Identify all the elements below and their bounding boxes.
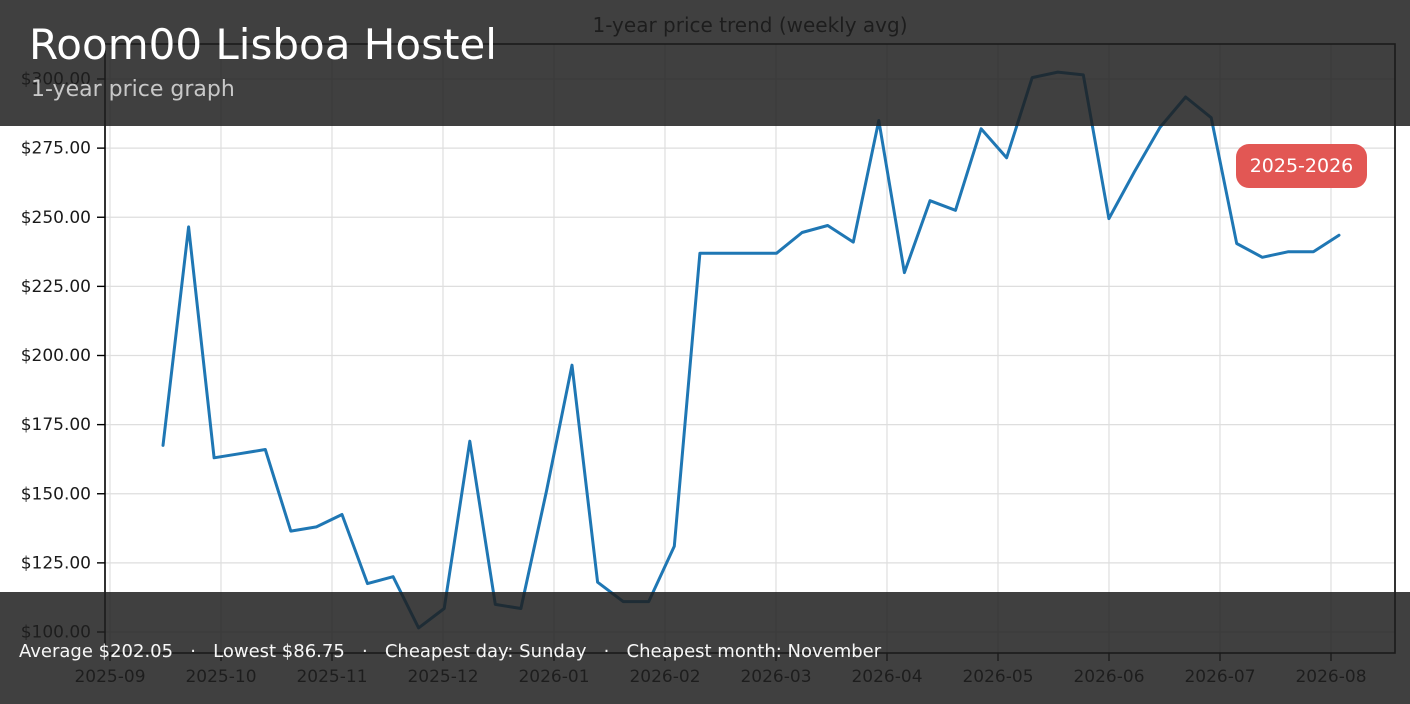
y-tick-label: $175.00 xyxy=(21,415,91,435)
y-tick-label: $125.00 xyxy=(21,553,91,573)
y-tick-label: $250.00 xyxy=(21,208,91,228)
page-title: Room00 Lisboa Hostel xyxy=(29,20,497,69)
page-subtitle: 1-year price graph xyxy=(31,77,235,102)
stats-line: Average $202.05 · Lowest $86.75 · Cheape… xyxy=(19,641,882,662)
axis-layer: $100.00$125.00$150.00$175.00$200.00$225.… xyxy=(21,43,1396,687)
grid-layer xyxy=(105,44,1395,653)
y-tick-label: $150.00 xyxy=(21,484,91,504)
header-overlay: Room00 Lisboa Hostel 1-year price graph xyxy=(0,0,1410,126)
plot-border xyxy=(104,43,1396,654)
price-line xyxy=(161,70,1341,630)
y-tick-label: $225.00 xyxy=(21,277,91,297)
y-tick-label: $275.00 xyxy=(21,139,91,159)
year-badge: 2025-2026 xyxy=(1236,144,1367,188)
footer-overlay xyxy=(0,592,1410,704)
y-tick-label: $200.00 xyxy=(21,346,91,366)
